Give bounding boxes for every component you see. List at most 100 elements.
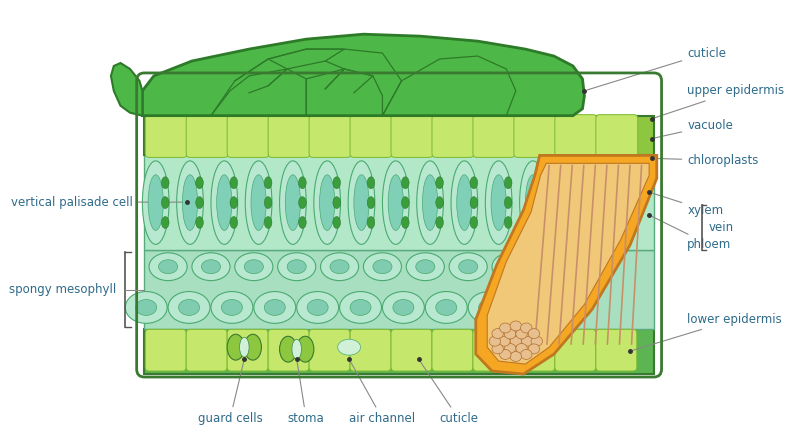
FancyBboxPatch shape xyxy=(391,115,433,158)
Ellipse shape xyxy=(486,161,512,244)
Ellipse shape xyxy=(196,177,203,189)
Text: vertical palisade cell: vertical palisade cell xyxy=(11,196,184,209)
Ellipse shape xyxy=(254,292,296,323)
Ellipse shape xyxy=(162,197,169,209)
Ellipse shape xyxy=(230,216,238,228)
Ellipse shape xyxy=(286,175,301,231)
Ellipse shape xyxy=(382,161,409,244)
Ellipse shape xyxy=(264,216,272,228)
Ellipse shape xyxy=(504,329,516,339)
Ellipse shape xyxy=(417,161,443,244)
Ellipse shape xyxy=(367,177,375,189)
Ellipse shape xyxy=(510,336,522,346)
FancyBboxPatch shape xyxy=(391,329,432,371)
Text: chloroplasts: chloroplasts xyxy=(655,154,758,167)
Ellipse shape xyxy=(264,177,272,189)
FancyBboxPatch shape xyxy=(186,329,227,371)
Ellipse shape xyxy=(244,334,262,360)
Ellipse shape xyxy=(528,344,540,354)
Ellipse shape xyxy=(492,329,503,338)
Ellipse shape xyxy=(279,336,297,362)
Ellipse shape xyxy=(504,177,512,189)
FancyBboxPatch shape xyxy=(350,329,391,371)
Ellipse shape xyxy=(297,292,338,323)
Ellipse shape xyxy=(211,292,253,323)
Ellipse shape xyxy=(168,292,210,323)
Ellipse shape xyxy=(522,336,533,346)
Ellipse shape xyxy=(502,260,521,274)
Ellipse shape xyxy=(478,300,500,315)
Ellipse shape xyxy=(489,336,501,346)
Ellipse shape xyxy=(504,216,512,228)
Ellipse shape xyxy=(297,336,314,362)
FancyBboxPatch shape xyxy=(473,115,515,158)
Ellipse shape xyxy=(339,292,382,323)
Ellipse shape xyxy=(227,334,244,360)
Ellipse shape xyxy=(321,253,358,281)
Polygon shape xyxy=(142,34,584,116)
FancyBboxPatch shape xyxy=(473,329,514,371)
Polygon shape xyxy=(144,116,654,155)
FancyBboxPatch shape xyxy=(514,115,556,158)
Ellipse shape xyxy=(196,197,203,209)
Ellipse shape xyxy=(217,175,232,231)
Ellipse shape xyxy=(148,175,163,231)
FancyBboxPatch shape xyxy=(146,329,186,371)
Text: xylem: xylem xyxy=(652,193,723,216)
Ellipse shape xyxy=(142,161,169,244)
Ellipse shape xyxy=(498,336,510,346)
Ellipse shape xyxy=(422,175,438,231)
Ellipse shape xyxy=(177,161,203,244)
FancyBboxPatch shape xyxy=(309,329,350,371)
Ellipse shape xyxy=(264,197,272,209)
Ellipse shape xyxy=(521,349,532,359)
Polygon shape xyxy=(487,163,649,364)
Text: cuticle: cuticle xyxy=(420,361,478,425)
Ellipse shape xyxy=(182,175,198,231)
Ellipse shape xyxy=(222,300,242,315)
Polygon shape xyxy=(476,155,657,374)
Ellipse shape xyxy=(510,352,522,362)
Ellipse shape xyxy=(402,197,409,209)
Ellipse shape xyxy=(354,175,369,231)
Ellipse shape xyxy=(500,323,511,333)
Ellipse shape xyxy=(239,337,249,357)
Ellipse shape xyxy=(348,161,375,244)
Ellipse shape xyxy=(393,300,414,315)
Ellipse shape xyxy=(468,292,510,323)
Ellipse shape xyxy=(406,253,444,281)
Polygon shape xyxy=(144,250,654,329)
Ellipse shape xyxy=(521,323,532,333)
Ellipse shape xyxy=(158,260,178,274)
Ellipse shape xyxy=(330,260,349,274)
Ellipse shape xyxy=(333,216,341,228)
Ellipse shape xyxy=(298,216,306,228)
Text: air channel: air channel xyxy=(350,362,415,425)
Ellipse shape xyxy=(528,329,540,338)
Ellipse shape xyxy=(363,253,402,281)
Ellipse shape xyxy=(520,161,546,244)
FancyBboxPatch shape xyxy=(268,329,309,371)
Ellipse shape xyxy=(504,197,512,209)
FancyBboxPatch shape xyxy=(186,115,228,158)
Ellipse shape xyxy=(350,300,371,315)
Text: vacuole: vacuole xyxy=(654,119,733,138)
Ellipse shape xyxy=(538,177,546,189)
Ellipse shape xyxy=(136,300,157,315)
Ellipse shape xyxy=(373,260,392,274)
Ellipse shape xyxy=(382,292,424,323)
Ellipse shape xyxy=(470,216,478,228)
Ellipse shape xyxy=(538,197,546,209)
Ellipse shape xyxy=(314,161,341,244)
Ellipse shape xyxy=(388,175,403,231)
Ellipse shape xyxy=(211,161,238,244)
Ellipse shape xyxy=(230,177,238,189)
FancyBboxPatch shape xyxy=(432,329,473,371)
Polygon shape xyxy=(111,63,142,116)
Ellipse shape xyxy=(367,216,375,228)
Ellipse shape xyxy=(436,177,443,189)
FancyBboxPatch shape xyxy=(432,115,474,158)
Ellipse shape xyxy=(436,216,443,228)
Ellipse shape xyxy=(470,197,478,209)
Ellipse shape xyxy=(162,216,169,228)
